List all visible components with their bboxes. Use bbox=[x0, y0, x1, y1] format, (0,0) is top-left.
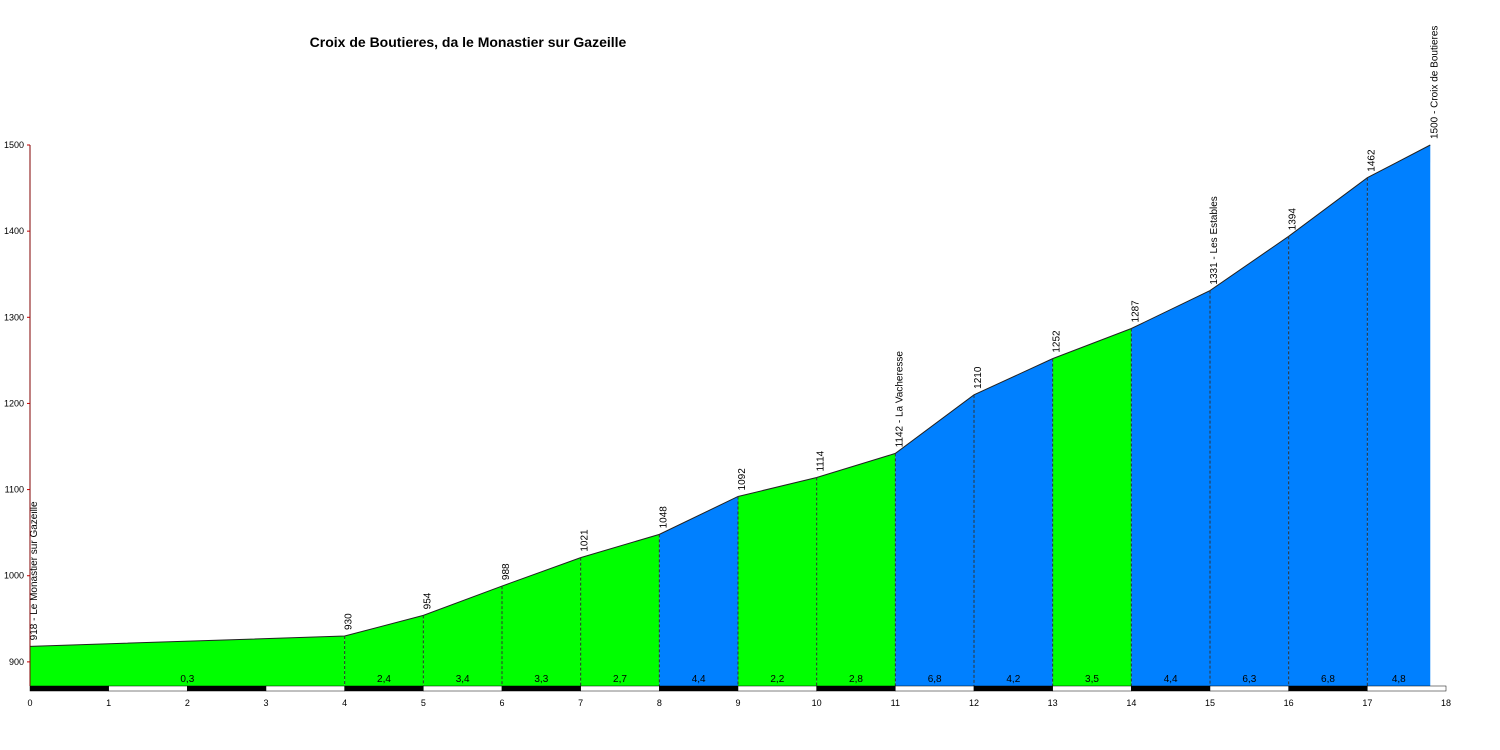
segment-area bbox=[1052, 328, 1132, 686]
x-tick-label: 9 bbox=[735, 698, 740, 708]
gradient-label: 4,4 bbox=[1164, 674, 1178, 685]
gradient-label: 3,5 bbox=[1085, 674, 1099, 685]
x-tick-label: 8 bbox=[657, 698, 662, 708]
km-band bbox=[737, 685, 817, 692]
segment-area bbox=[344, 615, 424, 686]
x-tick-label: 17 bbox=[1362, 698, 1372, 708]
x-tick-label: 0 bbox=[27, 698, 32, 708]
gradient-label: 2,8 bbox=[849, 674, 863, 685]
x-tick-label: 15 bbox=[1205, 698, 1215, 708]
gradient-label: 6,3 bbox=[1242, 674, 1256, 685]
x-tick-label: 4 bbox=[342, 698, 347, 708]
y-tick-label: 900 bbox=[9, 657, 24, 667]
x-tick-label: 5 bbox=[421, 698, 426, 708]
km-band bbox=[1367, 685, 1447, 692]
gradient-label: 2,7 bbox=[613, 674, 627, 685]
segment-area bbox=[1210, 236, 1289, 686]
x-tick-label: 3 bbox=[263, 698, 268, 708]
segment-area bbox=[580, 534, 660, 686]
km-band bbox=[501, 685, 581, 692]
y-tick-label: 1200 bbox=[4, 398, 24, 408]
y-tick-label: 1000 bbox=[4, 571, 24, 581]
point-label: 1021 bbox=[580, 529, 591, 552]
segment-area bbox=[1288, 177, 1368, 687]
point-label: 1287 bbox=[1130, 300, 1141, 323]
y-tick-label: 1500 bbox=[4, 140, 24, 150]
chart-title: Croix de Boutieres, da le Monastier sur … bbox=[310, 34, 627, 50]
segment-area bbox=[423, 586, 502, 686]
point-label: 1092 bbox=[737, 468, 748, 491]
gradient-label: 0,3 bbox=[180, 674, 194, 685]
gradient-label: 6,8 bbox=[1321, 674, 1335, 685]
segment-area bbox=[502, 557, 581, 686]
segment-area bbox=[974, 358, 1053, 686]
x-tick-label: 11 bbox=[891, 698, 900, 708]
segment-area bbox=[659, 496, 738, 686]
gradient-label: 4,8 bbox=[1392, 674, 1406, 685]
x-tick-label: 1 bbox=[106, 698, 111, 708]
km-band bbox=[265, 685, 345, 692]
x-tick-label: 18 bbox=[1441, 698, 1451, 708]
x-tick-label: 14 bbox=[1126, 698, 1136, 708]
km-band bbox=[816, 685, 896, 692]
segment-area bbox=[1367, 145, 1431, 686]
point-label: 1048 bbox=[658, 506, 669, 529]
point-label: 988 bbox=[501, 563, 512, 580]
km-band bbox=[1052, 685, 1132, 692]
segment-area bbox=[816, 453, 896, 686]
x-tick-label: 13 bbox=[1048, 698, 1058, 708]
gradient-label: 2,4 bbox=[377, 674, 391, 685]
segment-area bbox=[1131, 290, 1210, 686]
gradient-label: 4,2 bbox=[1006, 674, 1020, 685]
point-label: 1142 - La Vacheresse bbox=[894, 351, 905, 448]
km-band bbox=[423, 685, 503, 692]
point-label: 1331 - Les Estables bbox=[1209, 196, 1220, 284]
y-tick-label: 1100 bbox=[5, 485, 24, 495]
km-band bbox=[1209, 685, 1289, 692]
y-tick-label: 1300 bbox=[4, 312, 24, 322]
point-label: 954 bbox=[422, 592, 433, 609]
point-label: 930 bbox=[344, 613, 355, 630]
km-band bbox=[973, 685, 1053, 692]
km-band bbox=[1288, 685, 1368, 692]
km-band bbox=[187, 685, 267, 692]
gradient-label: 4,4 bbox=[692, 674, 706, 685]
km-band bbox=[659, 685, 739, 692]
km-band bbox=[1131, 685, 1211, 692]
gradient-label: 6,8 bbox=[928, 674, 942, 685]
point-label: 1210 bbox=[973, 366, 984, 389]
km-band bbox=[580, 685, 660, 692]
point-label: 1114 bbox=[816, 450, 827, 471]
x-tick-label: 6 bbox=[499, 698, 504, 708]
x-tick-label: 16 bbox=[1284, 698, 1294, 708]
point-label: 1462 bbox=[1366, 149, 1377, 172]
x-tick-label: 12 bbox=[969, 698, 979, 708]
km-band bbox=[344, 685, 424, 692]
x-tick-label: 2 bbox=[185, 698, 190, 708]
km-band bbox=[895, 685, 975, 692]
km-band bbox=[108, 685, 188, 692]
gradient-label: 3,3 bbox=[534, 674, 548, 685]
km-band bbox=[29, 685, 109, 692]
segment-area bbox=[895, 394, 974, 686]
point-label: 1500 - Croix de Boutieres bbox=[1429, 26, 1440, 139]
segment-area bbox=[738, 477, 817, 686]
profile-line bbox=[29, 144, 1431, 647]
gradient-label: 2,2 bbox=[770, 674, 784, 685]
point-label: 1394 bbox=[1288, 208, 1299, 231]
x-tick-label: 7 bbox=[578, 698, 583, 708]
point-label: 918 - Le Monastier sur Gazeille bbox=[29, 501, 40, 640]
y-tick-label: 1400 bbox=[4, 226, 24, 236]
gradient-label: 3,4 bbox=[456, 674, 470, 685]
x-tick-label: 10 bbox=[812, 698, 822, 708]
segment-area bbox=[30, 636, 345, 686]
point-label: 1252 bbox=[1052, 330, 1063, 353]
